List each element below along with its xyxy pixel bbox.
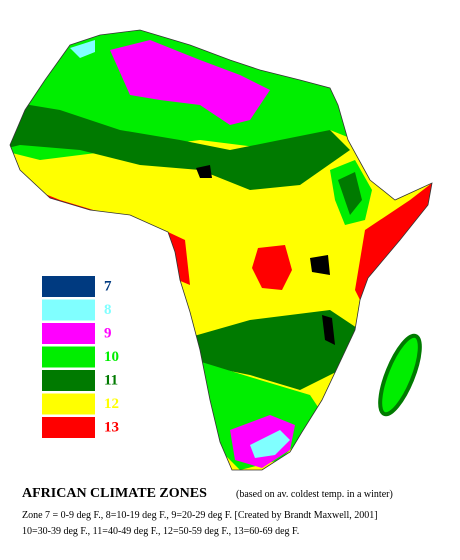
legend: 7 8 9 10 11 12 13: [42, 276, 119, 438]
subtitle: (based on av. coldest temp. in a winter): [236, 489, 393, 500]
legend-swatch: [42, 323, 95, 344]
note: Zone 7 = 0-9 deg F., 8=10-19 deg F., 9=2…: [22, 510, 378, 521]
note: 10=30-39 deg F., 11=40-49 deg F., 12=50-…: [22, 526, 299, 537]
title: AFRICAN CLIMATE ZONES: [22, 486, 207, 501]
legend-swatch: [42, 417, 95, 438]
madagascar: [378, 333, 422, 417]
legend-swatch: [42, 370, 95, 391]
legend-swatch: [42, 346, 95, 368]
legend-label: 11: [104, 372, 118, 388]
legend-label: 8: [104, 302, 112, 318]
legend-swatch: [42, 276, 95, 297]
legend-label: 9: [104, 325, 112, 341]
legend-label: 7: [104, 278, 112, 294]
legend-label: 10: [104, 349, 119, 365]
legend-label: 13: [104, 419, 119, 435]
legend-label: 12: [104, 396, 119, 412]
legend-swatch: [42, 393, 95, 415]
legend-swatch: [42, 299, 95, 321]
